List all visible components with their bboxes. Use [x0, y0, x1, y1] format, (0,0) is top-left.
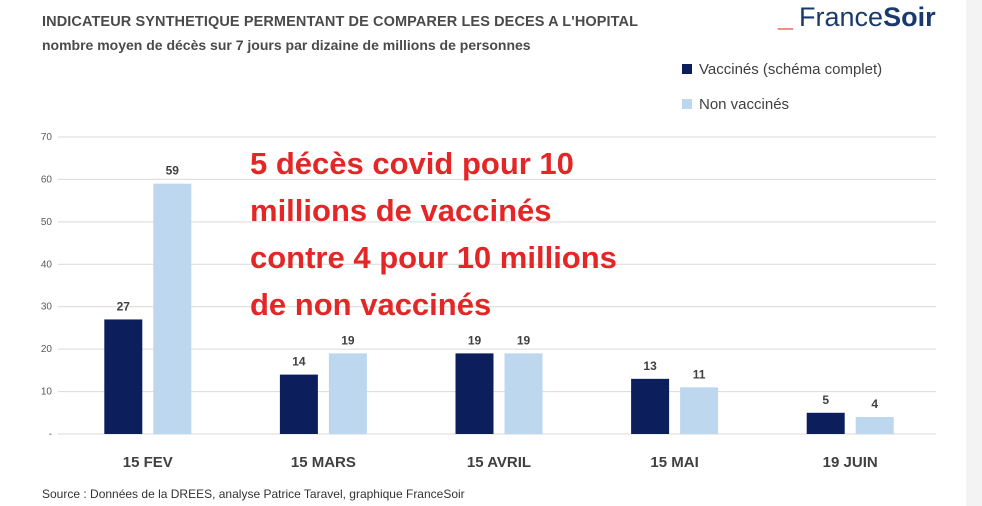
- y-tick-label: 50: [41, 217, 53, 228]
- y-tick-label: 20: [41, 344, 53, 355]
- y-tick-label: 70: [41, 132, 53, 143]
- data-label: 27: [117, 299, 131, 313]
- francesoir-logo: _ FranceSoir: [778, 2, 936, 32]
- bar-vaccinated: [455, 353, 494, 434]
- x-tick-label: 19 JUIN: [823, 454, 878, 471]
- x-tick-label: 15 MARS: [291, 454, 356, 471]
- y-tick-label: 60: [41, 174, 53, 185]
- legend-swatch-vaccinated: [682, 64, 692, 74]
- bar-unvaccinated: [680, 387, 719, 434]
- data-label: 13: [643, 359, 657, 373]
- data-label: 11: [693, 367, 706, 381]
- annotation-line-2: millions de vaccinés: [250, 193, 552, 228]
- y-tick-label: 40: [41, 259, 53, 270]
- data-label: 59: [166, 164, 180, 178]
- legend-label-vaccinated: Vaccinés (schéma complet): [699, 60, 883, 78]
- bar-vaccinated: [104, 319, 143, 434]
- bar-unvaccinated: [504, 353, 543, 434]
- data-label: 19: [468, 333, 482, 347]
- chart-subtitle: nombre moyen de décès sur 7 jours par di…: [42, 37, 531, 53]
- bar-vaccinated: [279, 374, 318, 434]
- chart-legend: Vaccinés (schéma complet) Non vaccinés: [682, 58, 882, 128]
- bar-unvaccinated: [328, 353, 367, 434]
- data-label: 4: [871, 397, 878, 411]
- bar-unvaccinated: [855, 417, 894, 434]
- source-caption: Source : Données de la DREES, analyse Pa…: [42, 487, 465, 501]
- x-tick-label: 15 AVRIL: [467, 454, 531, 471]
- bar-vaccinated: [806, 412, 845, 434]
- bar-unvaccinated: [153, 183, 192, 434]
- bar-vaccinated: [631, 378, 670, 434]
- logo-text-soir: Soir: [883, 2, 936, 32]
- legend-item-unvaccinated: Non vaccinés: [682, 93, 882, 115]
- data-label: 19: [517, 333, 531, 347]
- annotation-text: 5 décès covid pour 10 millions de vaccin…: [250, 140, 617, 328]
- chart-title: INDICATEUR SYNTHETIQUE PERMENTANT DE COM…: [42, 14, 639, 30]
- legend-swatch-unvaccinated: [682, 99, 692, 109]
- legend-item-vaccinated: Vaccinés (schéma complet): [682, 58, 882, 80]
- data-label: 14: [292, 355, 306, 369]
- logo-text-france: France: [799, 2, 884, 32]
- x-tick-label: 15 FEV: [123, 454, 173, 471]
- y-tick-label: 30: [41, 302, 53, 313]
- annotation-line-4: de non vaccinés: [250, 287, 492, 322]
- y-tick-label: -: [49, 429, 52, 440]
- y-tick-label: 10: [41, 387, 53, 398]
- data-label: 19: [341, 333, 355, 347]
- data-label: 5: [822, 393, 829, 407]
- annotation-line-3: contre 4 pour 10 millions: [250, 240, 617, 275]
- legend-label-unvaccinated: Non vaccinés: [699, 95, 790, 113]
- x-tick-label: 15 MAI: [650, 454, 698, 471]
- annotation-line-1: 5 décès covid pour 10: [250, 146, 574, 181]
